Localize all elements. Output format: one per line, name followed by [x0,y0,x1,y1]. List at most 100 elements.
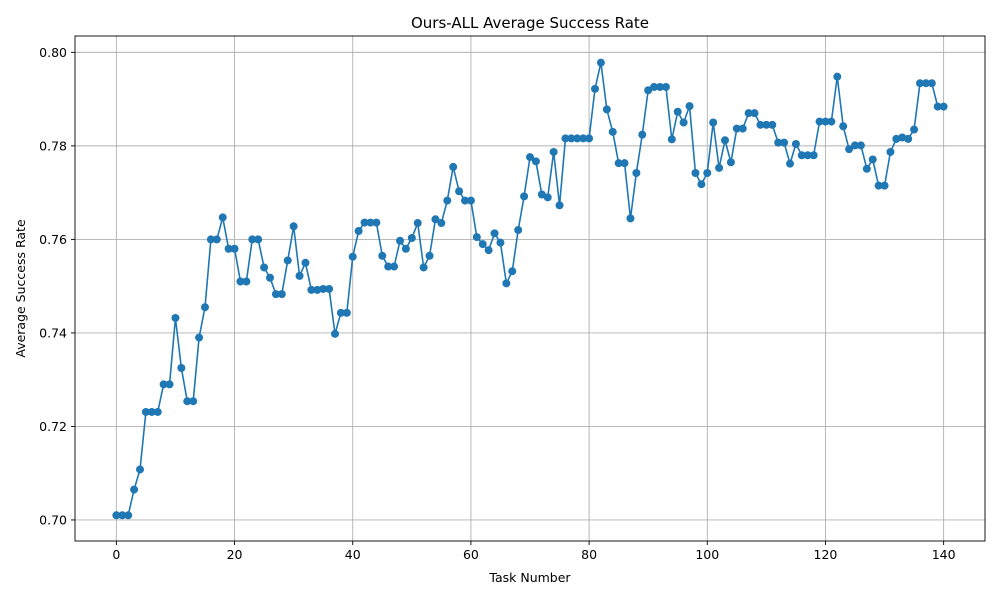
y-axis-label: Average Success Rate [13,219,28,358]
data-point [833,72,842,81]
y-tick-label: 0.80 [39,45,67,60]
data-point [927,79,936,88]
data-point [644,86,653,95]
data-point [862,164,871,173]
data-point [620,159,629,168]
data-point [608,127,617,136]
data-point [726,158,735,167]
x-tick-label: 40 [345,547,361,562]
data-point [774,138,783,147]
data-point [260,263,269,272]
series-ours-all [112,58,948,520]
data-point [307,285,316,294]
data-point [236,277,245,286]
data-point [401,244,410,253]
data-point [230,244,239,253]
data-point [845,145,854,154]
data-point [691,169,700,178]
data-point [786,159,794,168]
x-tick-label: 20 [227,547,243,562]
data-point [171,313,180,322]
x-tick-label: 120 [814,547,838,562]
data-point [656,82,664,91]
data-point [756,120,765,129]
data-point [685,102,694,111]
data-point [638,130,647,139]
data-point [419,263,428,272]
data-point [721,136,729,145]
data-point [880,181,889,190]
data-point [301,258,310,267]
data-point [585,134,594,143]
data-point [661,82,670,91]
data-point [803,151,812,160]
data-point [461,196,469,205]
x-axis-ticks: 0 20 40 60 80 100 120 140 [112,541,956,562]
data-point [396,236,404,245]
data-point [354,226,363,235]
data-point [484,246,493,255]
data-point [283,256,292,265]
data-point [821,117,830,126]
data-point [567,134,576,143]
y-tick-label: 0.74 [39,325,67,340]
data-point [502,279,511,288]
data-point [254,235,263,244]
data-point [295,271,304,280]
data-point [738,124,747,133]
data-point [856,141,865,150]
data-point [768,120,777,129]
data-point [242,277,251,286]
data-point [933,102,942,111]
data-point [466,196,475,205]
data-point [543,193,552,202]
data-point [496,238,505,247]
plot-frame [74,35,986,542]
data-point [797,151,806,160]
data-point [165,380,174,389]
data-point [443,196,452,205]
data-point [508,267,517,276]
data-point [921,79,930,88]
data-point [218,213,227,222]
data-point [360,218,369,227]
data-point [372,218,381,227]
data-point [526,153,534,162]
x-tick-label: 140 [932,547,956,562]
data-point [136,465,144,474]
data-point [159,380,168,389]
data-point [780,138,789,147]
data-point [431,215,440,224]
data-point [378,251,387,260]
data-point [910,125,919,134]
data-point [868,155,877,164]
data-point [851,141,859,150]
data-point [449,162,458,171]
data-point [939,102,948,111]
data-point [573,134,582,143]
data-point [596,58,605,67]
data-point [189,397,198,406]
data-point [319,284,328,293]
data-point [130,485,139,494]
chart-title: Ours-ALL Average Success Rate [411,14,649,32]
data-point [153,407,162,416]
data-point [206,235,215,244]
data-point [118,511,127,520]
data-point [147,407,156,416]
data-point [715,163,724,172]
x-tick-label: 0 [112,547,120,562]
data-point [874,181,883,190]
data-point [455,187,464,196]
y-tick-label: 0.78 [39,138,67,153]
data-point [124,511,133,520]
data-point [614,159,623,168]
data-point [425,251,434,260]
data-point [514,226,523,235]
data-point [520,192,529,201]
y-tick-label: 0.76 [39,232,67,247]
data-point [248,235,257,244]
data-point [679,118,688,127]
data-point [177,363,186,372]
